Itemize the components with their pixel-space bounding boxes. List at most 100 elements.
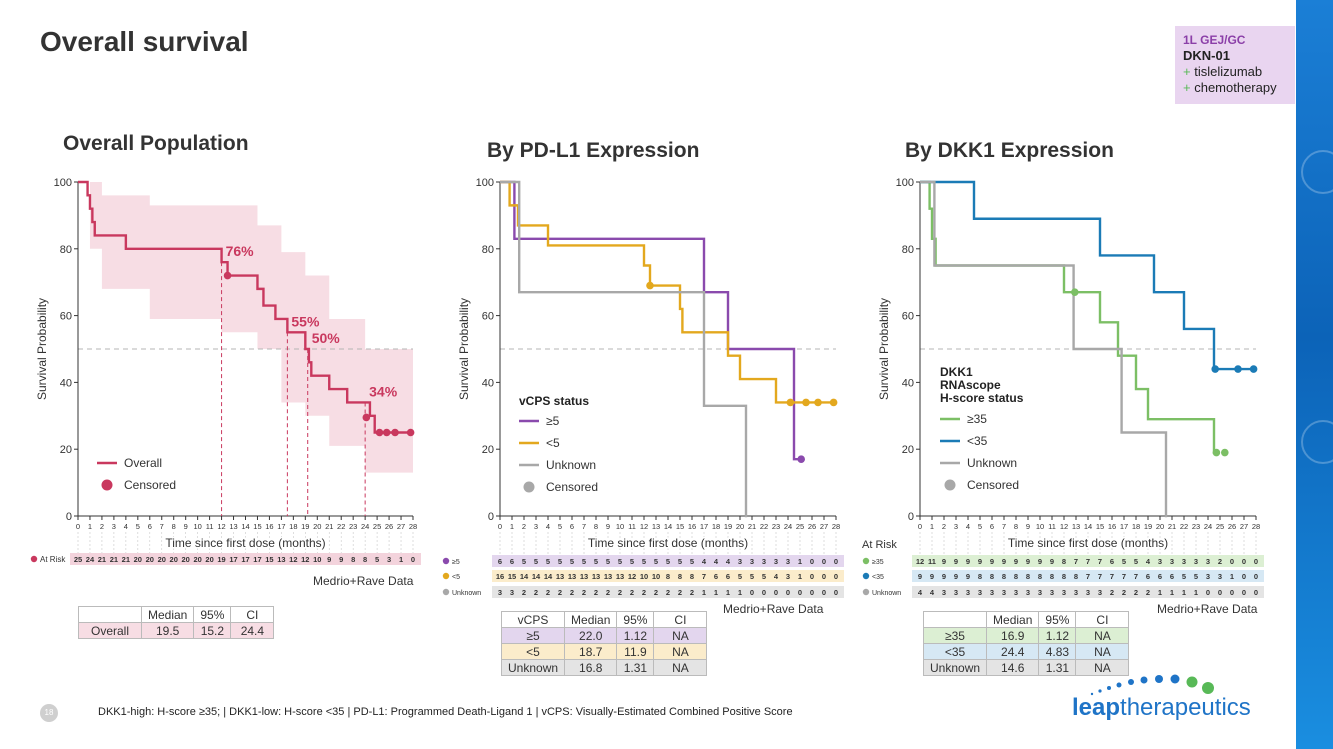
chart1-at-risk-value: 19 (217, 555, 225, 564)
chart3-legend-label: Unknown (967, 456, 1017, 470)
chart3-x-tick-label: 12 (1060, 522, 1068, 531)
chart1-x-tick-label: 5 (136, 522, 140, 531)
chart2-at-risk-value: 13 (592, 572, 600, 581)
chart2-legend-title: vCPS status (519, 394, 589, 408)
chart2-x-tick-label: 8 (594, 522, 598, 531)
chart2-at-risk-value: 0 (834, 572, 838, 581)
chart1-at-risk-row-bg (70, 553, 421, 565)
chart3-at-risk-value: 2 (1146, 588, 1150, 597)
table-cell: Median (564, 611, 618, 628)
chart3-legend-marker (944, 479, 956, 491)
table-cell (922, 611, 988, 628)
chart3-at-risk-value: 8 (978, 572, 982, 581)
chart2-at-risk-value: 5 (534, 557, 538, 566)
chart2-x-tick-label: 4 (546, 522, 550, 531)
chart3-at-risk-value: 9 (990, 557, 994, 566)
chart3-at-risk-value: 3 (990, 588, 994, 597)
table-cell: NA (1075, 659, 1130, 676)
table-row: Unknown 14.6 1.31 NA (922, 659, 1130, 676)
chart1-at-risk-value: 12 (301, 555, 309, 564)
chart3-legend-label: <35 (967, 434, 988, 448)
chart3-x-tick-label: 6 (990, 522, 994, 531)
chart2-legend-label: ≥5 (546, 414, 560, 428)
table-row: ≥5 22.0 1.12 NA (500, 627, 708, 644)
chart1-legend-marker (101, 479, 113, 491)
chart2-x-tick-label: 16 (688, 522, 696, 531)
chart3-at-risk-value: 3 (1182, 557, 1186, 566)
chart3-censored-marker (1212, 448, 1221, 457)
table-cell: 11.9 (616, 643, 655, 660)
chart2-at-risk-row-bg (492, 586, 844, 598)
chart2-at-risk-value: 6 (498, 557, 502, 566)
chart3-at-risk-value: 3 (1026, 588, 1030, 597)
chart1-at-risk-value: 20 (205, 555, 213, 564)
chart3-at-risk-value: 3 (1086, 588, 1090, 597)
chart2-at-risk-value: 14 (544, 572, 553, 581)
chart3-at-risk-value: 0 (1242, 588, 1246, 597)
chart3-at-risk-value: 12 (916, 557, 924, 566)
chart1-x-tick-label: 16 (265, 522, 273, 531)
chart3-at-risk-value: 5 (1122, 557, 1126, 566)
chart3-at-risk-row-bg (912, 570, 1264, 582)
chart2-at-risk-value: 5 (582, 557, 586, 566)
chart2-at-risk-value: 15 (508, 572, 516, 581)
chart2-at-risk-row-marker (442, 588, 450, 596)
table-cell: 19.5 (140, 622, 195, 639)
chart2-at-risk-value: 5 (594, 557, 598, 566)
chart2-at-risk-row-label: ≥5 (452, 559, 460, 566)
chart2-x-tick-label: 14 (664, 522, 672, 531)
table-row: Unknown 16.8 1.31 NA (500, 659, 708, 676)
chart1-y-tick-label: 20 (60, 444, 72, 456)
chart2-at-risk-value: 3 (498, 588, 502, 597)
chart2-at-risk-value: 3 (510, 588, 514, 597)
chart3-at-risk-value: 0 (1218, 588, 1222, 597)
chart3-at-risk-row-bg (912, 555, 1264, 567)
table-cell: ≥35 (922, 627, 988, 644)
chart3-at-risk-value: 9 (954, 572, 958, 581)
chart3-at-risk-value: 5 (1194, 572, 1198, 581)
chart3-at-risk-value: 3 (1074, 588, 1078, 597)
chart2-y-tick-label: 0 (488, 511, 494, 523)
chart2-at-risk-value: 4 (714, 557, 719, 566)
plus-icon: + (1183, 64, 1191, 79)
chart3-at-risk-value: 3 (1194, 557, 1198, 566)
chart2-at-risk-value: 13 (580, 572, 588, 581)
chart3-at-risk-value: 3 (1002, 588, 1006, 597)
chart3-x-tick-label: 9 (1026, 522, 1030, 531)
chart1-x-tick-label: 6 (148, 522, 152, 531)
table-header-row: Median 95% CI (78, 606, 275, 623)
table-row: <5 18.7 11.9 NA (500, 643, 708, 660)
chart1-x-tick-label: 20 (313, 522, 321, 531)
chart1-x-tick-label: 11 (206, 522, 214, 531)
chart3-at-risk-value: 2 (1122, 588, 1126, 597)
chart1-at-risk-value: 21 (110, 555, 118, 564)
chart3-at-risk-value: 3 (942, 588, 946, 597)
chart3-at-risk-value: 8 (1026, 572, 1030, 581)
chart3-x-tick-label: 4 (966, 522, 970, 531)
chart3-x-tick-label: 7 (1002, 522, 1006, 531)
chart2-at-risk-value: 0 (822, 557, 826, 566)
chart1-x-tick-label: 14 (241, 522, 249, 531)
chart1-annotation-label: 76% (226, 243, 255, 259)
chart1-x-tick-label: 24 (361, 522, 369, 531)
chart1-x-tick-label: 4 (124, 522, 128, 531)
table-header-row: Median 95% CI (922, 611, 1130, 628)
chart2-x-tick-label: 27 (820, 522, 828, 531)
logo-light-text: therapeutics (1120, 694, 1251, 721)
chart3-x-tick-label: 24 (1204, 522, 1212, 531)
chart1-censored-marker (362, 413, 371, 422)
chart1-at-risk-value: 21 (98, 555, 106, 564)
chart1-x-tick-label: 28 (409, 522, 417, 531)
chart2-at-risk-value: 10 (640, 572, 648, 581)
chart2-at-risk-value: 0 (822, 572, 826, 581)
chart2-at-risk-value: 5 (690, 557, 694, 566)
chart2-at-risk-value: 3 (786, 572, 790, 581)
table-cell: Unknown (922, 659, 988, 676)
chart3-at-risk-row-bg (912, 586, 1264, 598)
table-cell: 22.0 (564, 627, 618, 644)
chart2-x-tick-label: 22 (760, 522, 768, 531)
chart1-at-risk-value: 10 (313, 555, 321, 564)
chart1-censored-marker (391, 428, 399, 437)
chart1-x-tick-label: 10 (193, 522, 201, 531)
chart2-at-risk-value: 3 (750, 557, 754, 566)
